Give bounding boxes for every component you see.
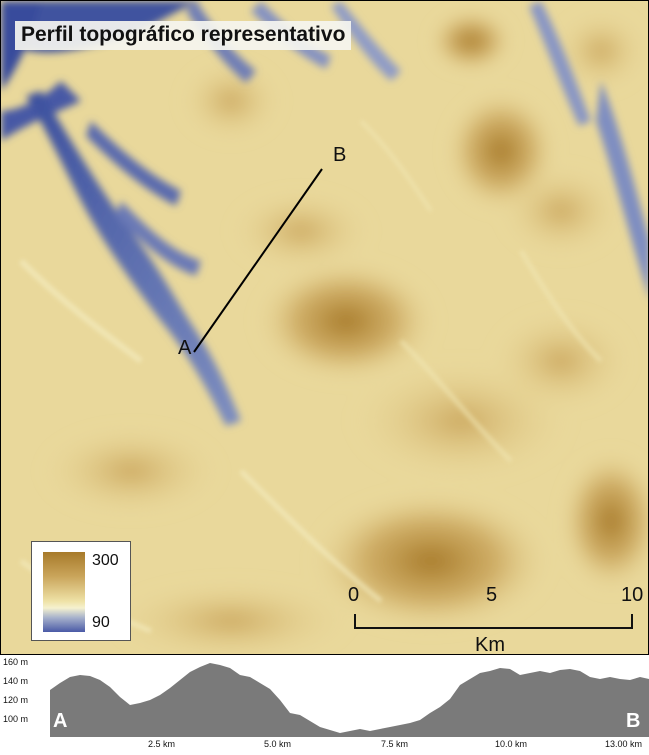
profile-x-tick-5-0: 5.0 km [264, 739, 292, 749]
profile-y-tick-140: 140 m [3, 676, 29, 686]
profile-y-tick-160: 160 m [3, 657, 29, 667]
profile-x-tick-7-5: 7.5 km [381, 739, 409, 749]
profile-x-tick-2-5: 2.5 km [148, 739, 176, 749]
scale-bar-line [354, 614, 633, 629]
transect-line [193, 168, 323, 353]
elevation-legend: 300 90 [31, 541, 131, 641]
profile-chart [0, 655, 649, 750]
transect-end-label: B [333, 144, 347, 166]
scale-unit-label: Km [475, 634, 505, 656]
legend-max-label: 300 [92, 552, 119, 569]
map-title: Perfil topográfico representativo [15, 21, 352, 50]
elevation-map: Perfil topográfico representativo B A 30… [0, 0, 649, 655]
scale-bar: 0 5 10 Km [340, 584, 649, 659]
scale-tick-10: 10 [621, 584, 644, 606]
scale-tick-5: 5 [486, 584, 498, 606]
profile-start-label: A [53, 710, 68, 732]
profile-y-tick-120: 120 m [3, 695, 29, 705]
profile-end-label: B [626, 710, 641, 732]
transect-start-label: A [178, 337, 192, 359]
scale-tick-0: 0 [348, 584, 360, 606]
profile-y-tick-100: 100 m [3, 714, 29, 724]
elevation-profile: 160 m 140 m 120 m 100 m [0, 655, 649, 750]
profile-area [50, 663, 649, 737]
legend-color-ramp [43, 552, 85, 632]
profile-x-tick-10-0: 10.0 km [495, 739, 528, 749]
profile-x-tick-13-00: 13.00 km [605, 739, 643, 749]
terrain-highlands [41, 11, 648, 654]
legend-min-label: 90 [92, 614, 110, 631]
